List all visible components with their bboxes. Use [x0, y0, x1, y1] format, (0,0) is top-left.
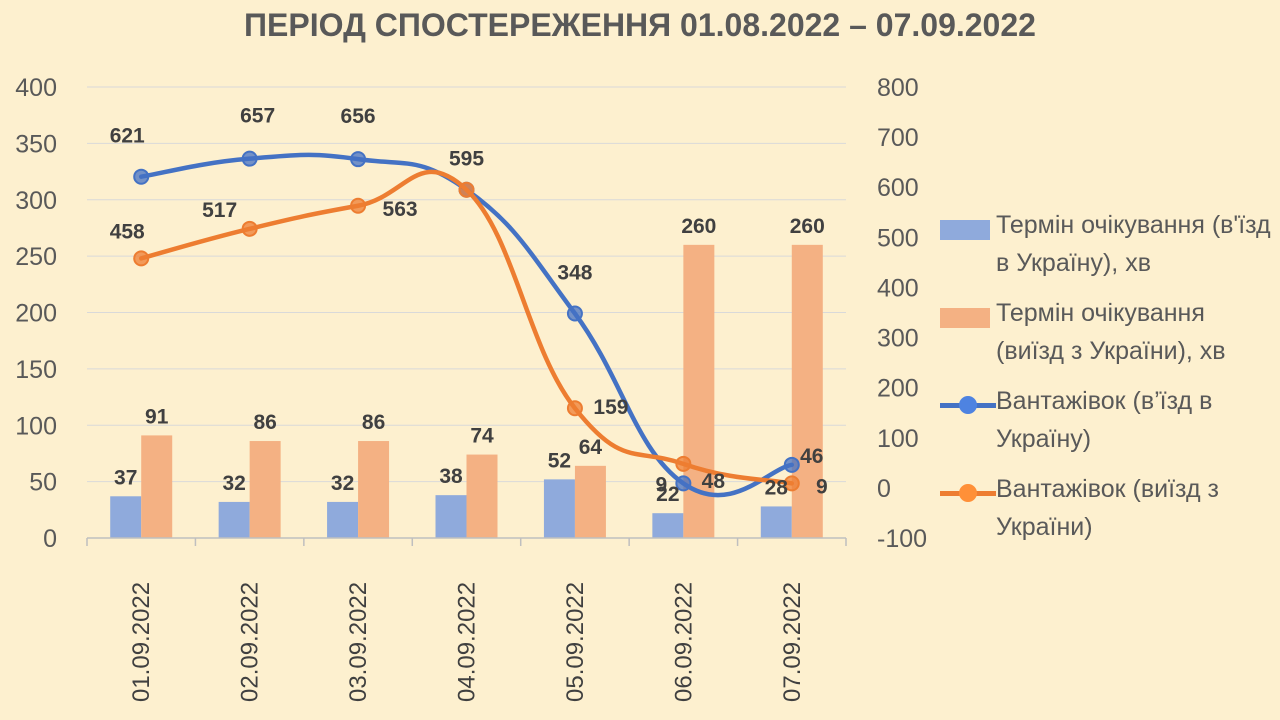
series-point — [350, 197, 367, 214]
bars — [110, 244, 823, 538]
bar — [435, 495, 467, 538]
series-point — [133, 168, 150, 185]
bar — [141, 435, 173, 538]
series-point — [241, 150, 258, 167]
line-data-label: 563 — [383, 198, 418, 221]
series-point — [675, 475, 692, 492]
right-axis-tick-label: 400 — [877, 274, 919, 302]
bar — [358, 441, 390, 538]
left-axis-tick-label: 350 — [15, 130, 57, 158]
bar-data-label: 32 — [222, 472, 245, 495]
x-axis-category-label: 02.09.2022 — [237, 582, 264, 702]
bar-data-label: 86 — [362, 411, 385, 434]
chart-title: ПЕРІОД СПОСТЕРЕЖЕННЯ 01.08.2022 – 07.09.… — [244, 7, 1036, 43]
x-axis-category-label: 04.09.2022 — [454, 582, 481, 702]
right-axis-tick-label: -100 — [877, 525, 927, 553]
legend-label-entry-trucks: Вантажівок (в’їзд в Україну) — [996, 387, 1213, 453]
line-data-label: 517 — [202, 199, 237, 222]
legend-swatch-exit-wait — [940, 304, 996, 330]
bar-data-label: 64 — [579, 436, 603, 459]
right-axis-tick-label: 600 — [877, 174, 919, 202]
line-data-label: 9 — [816, 475, 828, 498]
x-axis-category-label: 07.09.2022 — [779, 582, 806, 702]
bar — [327, 501, 359, 538]
bar — [652, 513, 684, 538]
right-axis-tick-label: 300 — [877, 325, 919, 353]
gridlines — [87, 86, 846, 483]
x-axis-category-label: 03.09.2022 — [345, 582, 372, 702]
legend-label-exit-trucks: Вантажівок (виїзд з України) — [996, 475, 1219, 541]
right-axis-tick-label: 200 — [877, 375, 919, 403]
bar-data-label: 260 — [790, 215, 825, 238]
right-axis-tick-label: 100 — [877, 425, 919, 453]
line-data-label: 9 — [656, 473, 668, 496]
right-axis-tick-label: 500 — [877, 224, 919, 252]
line-data-label: 656 — [341, 105, 376, 128]
line-data-label: 595 — [449, 148, 484, 171]
legend-item-entry-wait: Термін очікування (в'їзд в Україну), хв — [940, 206, 1275, 282]
x-axis-category-label: 06.09.2022 — [670, 582, 697, 702]
data-labels: 37 32 32 38 52 22 28 91 86 86 74 64 260 260 621 657 656 5… — [110, 105, 828, 507]
left-axis-tick-label: 100 — [15, 412, 57, 440]
series-point — [458, 181, 475, 198]
left-axis-tick-label: 150 — [15, 356, 57, 384]
bar-data-label: 74 — [470, 425, 494, 448]
legend-label-entry-wait: Термін очікування (в'їзд в Україну), хв — [996, 211, 1271, 277]
series-point — [350, 151, 367, 168]
bar-data-label: 91 — [145, 405, 169, 428]
right-axis-tick-label: 0 — [877, 475, 891, 503]
right-axis-tick-label: 700 — [877, 124, 919, 152]
series-lines — [133, 150, 800, 498]
legend-item-exit-wait: Термін очікування (виїзд з України), хв — [940, 294, 1275, 370]
left-axis-tick-label: 250 — [15, 243, 57, 271]
legend-swatch-entry-wait — [940, 216, 996, 242]
legend-label-exit-wait: Термін очікування (виїзд з України), хв — [996, 299, 1226, 365]
series-point — [566, 400, 583, 417]
axes: 0 50 100 150 200 250 300 350 400 -100 0 100 200 300 40… — [15, 74, 927, 702]
bar-data-label: 37 — [114, 466, 137, 489]
legend-item-exit-trucks: Вантажівок (виїзд з України) — [940, 470, 1275, 546]
series-point — [566, 305, 583, 322]
series-point — [675, 455, 692, 472]
bar — [110, 496, 142, 538]
left-axis-tick-label: 400 — [15, 74, 57, 102]
line-data-label: 657 — [240, 105, 275, 128]
bar — [218, 501, 250, 538]
left-axis-tick-label: 0 — [43, 525, 57, 553]
bar-data-label: 28 — [765, 476, 789, 499]
bar-data-label: 38 — [439, 465, 463, 488]
x-axis-category-label: 01.09.2022 — [128, 582, 155, 702]
bar — [760, 506, 792, 538]
x-axis-category-label: 05.09.2022 — [562, 582, 589, 702]
legend-swatch-entry-trucks — [940, 392, 996, 418]
left-axis-tick-label: 50 — [29, 469, 57, 497]
bar — [543, 479, 575, 538]
line-data-label: 48 — [702, 470, 726, 493]
right-axis-tick-label: 800 — [877, 74, 919, 102]
bar-data-label: 86 — [253, 411, 276, 434]
series-point — [241, 220, 258, 237]
series-point — [783, 456, 800, 473]
bar-data-label: 32 — [331, 472, 354, 495]
bar-data-label: 52 — [548, 449, 571, 472]
line-data-label: 159 — [593, 396, 628, 419]
left-axis-tick-label: 300 — [15, 187, 57, 215]
bar — [249, 441, 281, 538]
line-data-label: 458 — [110, 220, 145, 243]
legend: Термін очікування (в'їзд в Україну), хв … — [940, 206, 1275, 558]
bar — [574, 465, 606, 538]
line-data-label: 621 — [110, 125, 145, 148]
line-data-label: 348 — [557, 262, 592, 285]
bar-data-label: 22 — [656, 483, 679, 506]
series-point — [133, 250, 150, 267]
legend-swatch-exit-trucks — [940, 480, 996, 506]
series-point — [783, 475, 800, 492]
bar — [466, 454, 498, 538]
bar-data-label: 260 — [681, 215, 716, 238]
legend-item-entry-trucks: Вантажівок (в’їзд в Україну) — [940, 382, 1275, 458]
left-axis-tick-label: 200 — [15, 300, 57, 328]
line-data-label: 46 — [800, 445, 823, 468]
